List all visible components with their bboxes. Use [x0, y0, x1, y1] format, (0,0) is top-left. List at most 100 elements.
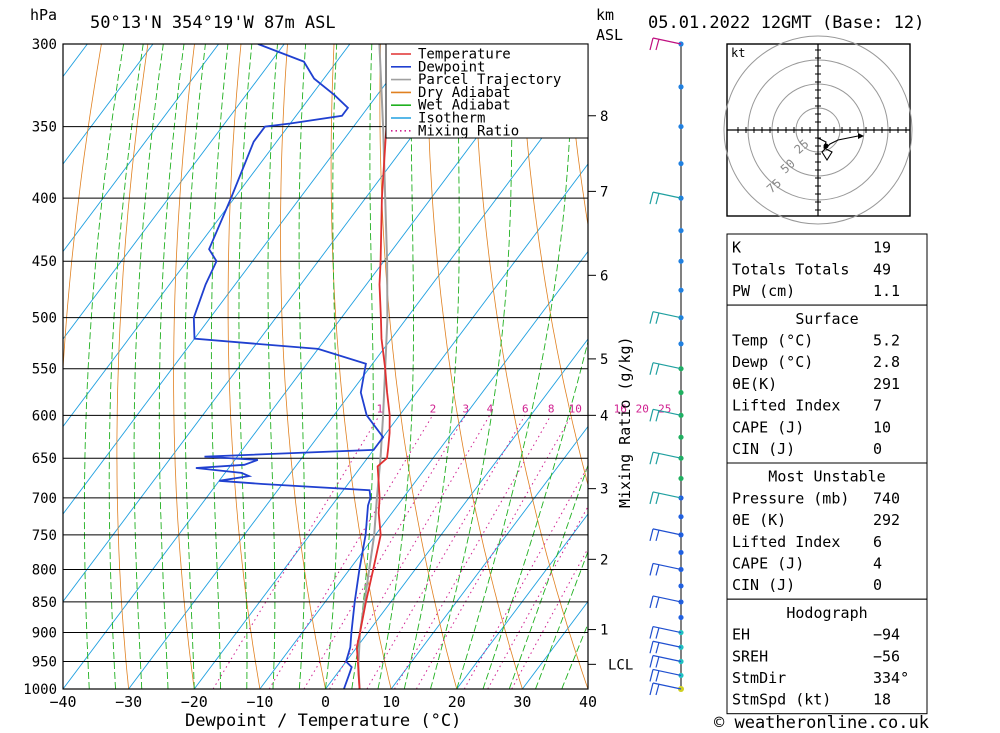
- indices-value: 49: [873, 260, 891, 278]
- isotherm-line: [63, 44, 482, 603]
- pressure-tick-label: 750: [32, 528, 57, 544]
- isotherm-line: [456, 513, 588, 689]
- surface-value: 291: [873, 375, 900, 393]
- mixing-ratio-value-label: 10: [569, 402, 582, 415]
- isotherm-line: [63, 44, 154, 165]
- isotherm-line: [0, 44, 22, 689]
- wind-barb: [649, 528, 654, 542]
- wind-level-marker: [678, 672, 684, 679]
- wind-barb: [649, 626, 654, 639]
- pressure-tick-label: 550: [32, 362, 57, 378]
- pressure-tick-label: 400: [32, 191, 57, 207]
- wind-barb: [655, 627, 660, 639]
- altitude-tick-label: 3: [600, 482, 608, 498]
- mixing-ratio-value-label: 6: [522, 402, 529, 415]
- hodograph-table-value: 334°: [873, 669, 909, 687]
- wind-level-marker: [678, 287, 684, 293]
- wind-level-marker: [678, 258, 684, 264]
- mixing-ratio-line: [212, 415, 380, 689]
- most-unstable-box: [726, 462, 928, 600]
- plot-frame: [62, 43, 589, 690]
- pressure-tick-label: 500: [32, 311, 57, 327]
- km-label: km: [596, 6, 614, 24]
- hodograph-table-value: −56: [873, 647, 900, 665]
- altitude-tick-label: 6: [600, 268, 608, 284]
- wind-barb: [652, 640, 682, 648]
- isotherm-line: [63, 44, 285, 340]
- hodograph-table-title: Hodograph: [786, 604, 867, 622]
- legend-item-label: Parcel Trajectory: [418, 72, 561, 88]
- isotherm-line: [63, 44, 219, 253]
- wet-adiabat-line: [83, 44, 125, 689]
- dry-adiabat-line: [566, 44, 588, 228]
- wet-adiabat-line: [133, 44, 164, 689]
- isotherm-line: [63, 44, 548, 689]
- wind-level-marker: [678, 389, 684, 396]
- mixing-ratio-line: [511, 547, 588, 689]
- wind-barb: [649, 362, 654, 375]
- wind-level-marker: [678, 123, 684, 130]
- mixing-ratio-value-label: 3: [462, 402, 469, 415]
- hodograph-table-key: StmDir: [732, 669, 786, 687]
- wind-level-marker: [678, 658, 684, 665]
- dry-adiabat-line: [173, 44, 195, 689]
- temperature-tick-label: 0: [321, 693, 330, 711]
- wind-barb: [652, 682, 682, 690]
- wind-level-marker: [678, 583, 684, 589]
- wind-level-marker: [678, 549, 684, 556]
- wind-level-marker: [678, 644, 684, 650]
- dry-adiabat-line: [426, 44, 523, 689]
- wind-barb: [655, 529, 660, 542]
- wind-barb: [652, 668, 682, 677]
- temperature-tick-label: −20: [181, 693, 208, 711]
- temperature-tick-label: −40: [49, 693, 76, 711]
- wind-barb: [655, 312, 660, 324]
- pressure-tick-label: 600: [32, 408, 57, 424]
- wind-barb: [652, 191, 682, 199]
- dry-adiabat-line: [379, 44, 458, 689]
- hodograph-table-key: StmSpd (kt): [732, 691, 831, 709]
- wind-barb: [649, 191, 654, 205]
- surface-value: 7: [873, 397, 882, 415]
- hodograph-table-value: −94: [873, 626, 900, 644]
- wind-level-marker: [678, 227, 684, 234]
- hodograph-table-value: 18: [873, 691, 891, 709]
- wind-barb: [652, 37, 682, 45]
- temperature-profile: [355, 44, 433, 689]
- wind-barb: [649, 409, 654, 422]
- legend-item-label: Mixing Ratio: [418, 123, 519, 139]
- most-unstable-key: Lifted Index: [732, 533, 840, 551]
- credit-text: © weatheronline.co.uk: [714, 713, 929, 733]
- pressure-tick-label: 1000: [23, 682, 57, 698]
- wet-adiabat-line: [158, 44, 185, 689]
- legend-item-label: Isotherm: [418, 111, 485, 127]
- legend-item-label: Dry Adiabat: [418, 85, 511, 101]
- indices-key: Totals Totals: [732, 260, 849, 278]
- x-axis-label: Dewpoint / Temperature (°C): [185, 711, 461, 731]
- lcl-label: LCL: [608, 657, 633, 673]
- surface-key: θE(K): [732, 375, 777, 393]
- most-unstable-value: 292: [873, 511, 900, 529]
- wet-adiabat-line: [430, 44, 513, 689]
- surface-key: Dewp (°C): [732, 353, 813, 371]
- wind-barb: [649, 641, 654, 654]
- altitude-tick-label: 5: [600, 352, 608, 368]
- isotherm-line: [128, 75, 588, 689]
- wind-barb: [649, 655, 654, 668]
- wind-barb: [649, 491, 654, 505]
- wind-barb: [655, 492, 660, 505]
- wind-barb: [655, 38, 660, 51]
- dry-adiabat-line: [63, 44, 102, 689]
- surface-key: CIN (J): [732, 440, 795, 458]
- wind-level-marker: [678, 160, 684, 167]
- hpa-label: hPa: [30, 6, 57, 24]
- isotherm-line: [259, 250, 588, 689]
- wind-barb: [652, 362, 682, 370]
- wind-barb: [655, 656, 660, 668]
- surface-key: Temp (°C): [732, 332, 813, 350]
- most-unstable-key: CAPE (J): [732, 555, 804, 573]
- pressure-tick-label: 800: [32, 562, 57, 578]
- pressure-tick-label: 450: [32, 254, 57, 270]
- wind-barb: [655, 363, 660, 375]
